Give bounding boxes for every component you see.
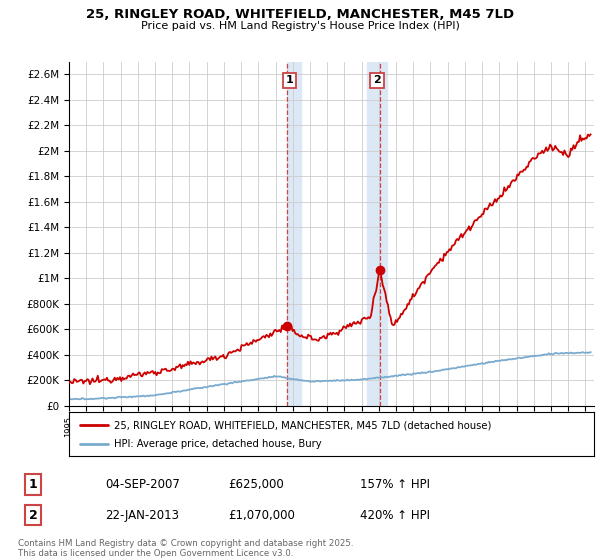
Bar xyxy=(367,62,388,406)
Text: HPI: Average price, detached house, Bury: HPI: Average price, detached house, Bury xyxy=(113,439,321,449)
Text: 25, RINGLEY ROAD, WHITEFIELD, MANCHESTER, M45 7LD (detached house): 25, RINGLEY ROAD, WHITEFIELD, MANCHESTER… xyxy=(113,420,491,430)
Bar xyxy=(287,62,301,406)
Text: 22-JAN-2013: 22-JAN-2013 xyxy=(105,508,179,522)
Text: 157% ↑ HPI: 157% ↑ HPI xyxy=(360,478,430,491)
Text: 2: 2 xyxy=(29,508,37,522)
Text: Price paid vs. HM Land Registry's House Price Index (HPI): Price paid vs. HM Land Registry's House … xyxy=(140,21,460,31)
Text: Contains HM Land Registry data © Crown copyright and database right 2025.
This d: Contains HM Land Registry data © Crown c… xyxy=(18,539,353,558)
Text: 2: 2 xyxy=(373,76,381,85)
Text: £1,070,000: £1,070,000 xyxy=(228,508,295,522)
Text: 1: 1 xyxy=(29,478,37,491)
Text: 04-SEP-2007: 04-SEP-2007 xyxy=(105,478,180,491)
Text: 25, RINGLEY ROAD, WHITEFIELD, MANCHESTER, M45 7LD: 25, RINGLEY ROAD, WHITEFIELD, MANCHESTER… xyxy=(86,8,514,21)
Text: 420% ↑ HPI: 420% ↑ HPI xyxy=(360,508,430,522)
Text: £625,000: £625,000 xyxy=(228,478,284,491)
Text: 1: 1 xyxy=(286,76,293,85)
